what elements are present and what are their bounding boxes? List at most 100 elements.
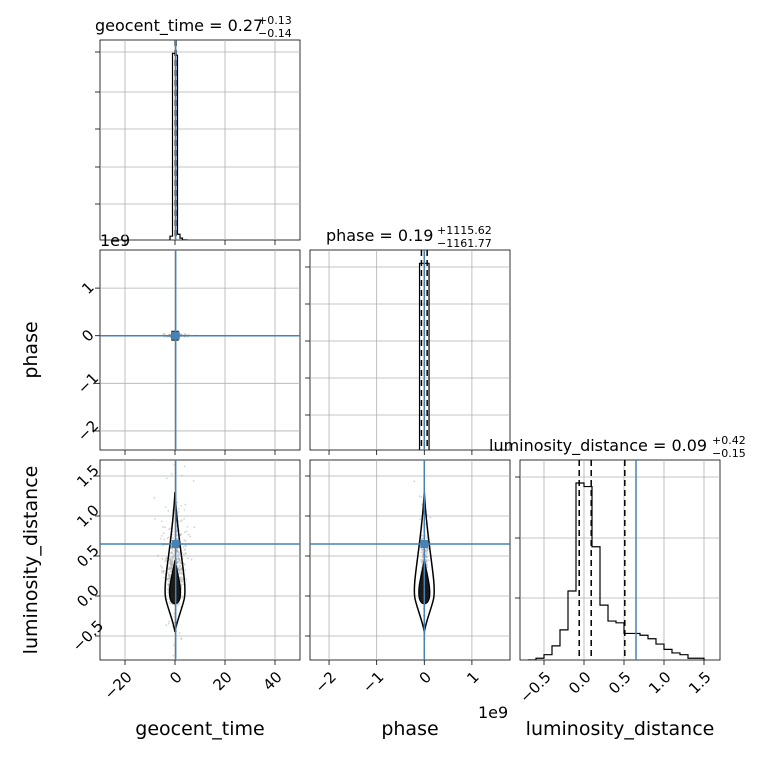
plot-area	[100, 40, 300, 240]
ylabel-phase: phase	[20, 321, 42, 378]
scatter-point	[158, 460, 161, 462]
scatter-point	[426, 552, 428, 555]
scatter-point	[168, 574, 171, 577]
scatter-point	[184, 548, 187, 550]
scatter-point	[183, 539, 186, 542]
scatter-point	[183, 465, 186, 468]
panel-luminosity-distance-vs-geocent-time	[95, 459, 301, 665]
scatter-point	[178, 632, 181, 634]
scatter-point	[184, 569, 187, 571]
scatter-point	[154, 518, 156, 520]
scatter-point	[182, 583, 184, 586]
scatter-point	[184, 539, 187, 542]
scatter-point	[413, 480, 416, 483]
scatter-point	[183, 553, 185, 556]
scatter-point	[176, 501, 179, 504]
scatter-point	[192, 479, 195, 482]
scatter-point	[180, 474, 183, 477]
scatter-point	[180, 637, 183, 640]
tick-label-x: 1.0	[645, 668, 675, 698]
plot-area	[310, 250, 510, 450]
tick-label-y: −1	[74, 369, 102, 397]
scatter-point	[161, 566, 164, 569]
scatter-point	[161, 558, 164, 560]
scatter-point	[421, 535, 423, 537]
tick-label-x: −20	[101, 668, 136, 703]
scatter-point	[163, 538, 166, 541]
scatter-point	[160, 565, 162, 567]
scatter-point	[159, 537, 162, 540]
scatter-point	[184, 531, 186, 534]
scatter-point	[190, 558, 193, 561]
histogram-steps	[528, 482, 705, 660]
scatter-point	[168, 566, 171, 569]
scatter-point	[421, 503, 424, 506]
scatter-point	[161, 534, 163, 537]
scatter-point	[162, 526, 164, 528]
scatter-point	[181, 552, 184, 555]
scatter-point	[165, 477, 168, 480]
panel-phase-histogram	[305, 249, 511, 455]
scatter-point	[164, 526, 166, 529]
scatter-point	[179, 572, 182, 575]
truth-marker	[171, 540, 180, 548]
scatter-point	[179, 561, 182, 564]
tick-label-x: 0.0	[565, 668, 595, 698]
scatter-point	[173, 612, 176, 615]
scatter-point	[179, 577, 182, 579]
title-geocent-time-plus: +0.13	[258, 14, 292, 27]
xlabel-geocent-time: geocent_time	[135, 718, 264, 740]
tick-label-y: −2	[74, 417, 102, 445]
axes-frame	[99, 459, 301, 661]
plot-area	[100, 250, 300, 450]
scatter-point	[168, 620, 170, 623]
histogram-steps	[169, 52, 188, 240]
title-luminosity-distance-plus: +0.42	[712, 434, 746, 447]
scatter-point	[180, 580, 183, 583]
scatter-point	[178, 553, 180, 556]
scatter-point	[187, 533, 190, 536]
scatter-point	[177, 555, 179, 558]
scatter-point	[169, 559, 172, 561]
tick-label-x: 1.5	[685, 668, 715, 698]
scatter-point	[164, 560, 167, 563]
scatter-point	[185, 552, 187, 555]
scatter-point	[163, 576, 165, 579]
tick-label-x: 1	[463, 668, 482, 687]
title-phase-minus: −1161.77	[437, 237, 492, 250]
scatter-point	[170, 562, 173, 565]
scatter-point	[424, 698, 426, 700]
axes-frame	[309, 249, 511, 451]
offset-text-phase-y: 1e9	[100, 231, 130, 250]
scatter-point	[420, 537, 423, 540]
scatter-point	[168, 573, 171, 575]
scatter-point	[168, 600, 171, 603]
scatter-point	[169, 577, 171, 580]
scatter-point	[186, 557, 189, 559]
scatter-point	[421, 561, 423, 564]
scatter-point	[426, 514, 429, 516]
svg-text:luminosity_distance = 0.09: luminosity_distance = 0.09	[489, 436, 707, 456]
title-geocent-time-minus: −0.14	[258, 27, 292, 40]
title-luminosity-distance-minus: −0.15	[712, 447, 746, 460]
scatter-point	[184, 333, 187, 336]
tick-labels: −20 0 20 40 −2 −1 0 1 −0.5 0.0 0.5 1.0 1.5−2−101−0.5…	[69, 278, 715, 706]
scatter-point	[176, 659, 179, 660]
scatter-point	[178, 603, 181, 605]
tick-label-y: 1.0	[73, 501, 103, 531]
scatter-point	[169, 527, 172, 530]
scatter-point	[166, 537, 169, 540]
svg-text:geocent_time = 0.27: geocent_time = 0.27	[95, 16, 263, 36]
scatter-point	[421, 558, 424, 561]
title-geocent-time: geocent_time = 0.27 +0.13 −0.14	[95, 14, 292, 40]
scatter-point	[179, 569, 181, 572]
scatter-point	[162, 544, 164, 547]
scatter-point	[162, 332, 165, 335]
scatter-point	[185, 578, 188, 580]
scatter-point	[180, 584, 183, 587]
title-phase: phase = 0.19 +1115.62 −1161.77	[326, 224, 492, 250]
plot-area	[520, 460, 720, 660]
tick-label-y: 0	[78, 326, 97, 345]
svg-text:phase = 0.19: phase = 0.19	[326, 226, 433, 245]
